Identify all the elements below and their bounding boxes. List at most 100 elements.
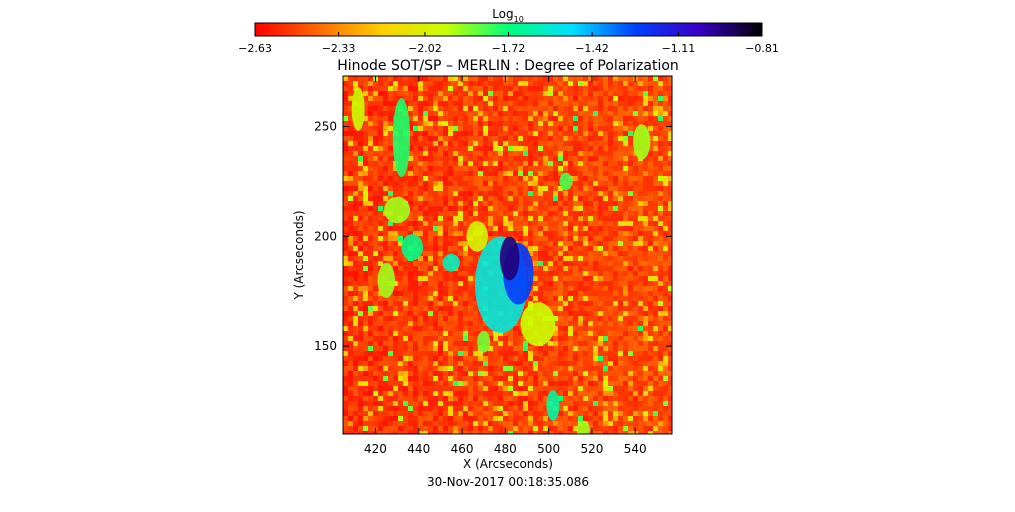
heatmap-cell xyxy=(628,376,633,381)
heatmap-cell xyxy=(663,391,668,396)
heatmap-cell xyxy=(368,146,373,151)
heatmap-cell xyxy=(463,411,468,416)
heatmap-cell xyxy=(503,86,508,91)
heatmap-cell xyxy=(658,391,663,396)
heatmap-cell xyxy=(498,406,503,411)
heatmap-cell xyxy=(608,141,613,146)
heatmap-cell xyxy=(648,241,653,246)
heatmap-cell xyxy=(488,196,493,201)
heatmap-cell xyxy=(398,251,403,256)
heatmap-cell xyxy=(458,76,463,81)
heatmap-cell xyxy=(558,376,563,381)
heatmap-cell xyxy=(668,201,672,206)
heatmap-cell xyxy=(433,161,438,166)
heatmap-cell xyxy=(398,281,403,286)
heatmap-cell xyxy=(578,111,583,116)
heatmap-cell xyxy=(363,401,368,406)
heatmap-cell xyxy=(658,411,663,416)
heatmap-cell xyxy=(353,371,358,376)
heatmap-cell xyxy=(453,431,458,434)
heatmap-cell xyxy=(668,381,672,386)
heatmap-cell xyxy=(498,196,503,201)
heatmap-cell xyxy=(598,381,603,386)
heatmap-cell xyxy=(483,96,488,101)
heatmap-cell xyxy=(488,231,493,236)
heatmap-cell xyxy=(418,421,423,426)
heatmap-cell xyxy=(553,191,558,196)
heatmap-cell xyxy=(343,181,348,186)
heatmap-cell xyxy=(398,406,403,411)
heatmap-cell xyxy=(413,301,418,306)
heatmap-cell xyxy=(493,426,498,431)
heatmap-cell xyxy=(538,96,543,101)
heatmap-cell xyxy=(433,296,438,301)
heatmap-cell xyxy=(613,126,618,131)
heatmap-cell xyxy=(663,426,668,431)
heatmap-cell xyxy=(658,286,663,291)
heatmap-cell xyxy=(473,166,478,171)
heatmap-cell xyxy=(608,361,613,366)
heatmap-cell xyxy=(463,86,468,91)
heatmap-cell xyxy=(548,291,553,296)
heatmap-cell xyxy=(383,86,388,91)
heatmap-cell xyxy=(643,316,648,321)
heatmap-cell xyxy=(428,231,433,236)
heatmap-cell xyxy=(588,281,593,286)
heatmap-cell xyxy=(413,331,418,336)
heatmap-cell xyxy=(373,231,378,236)
heatmap-cell xyxy=(648,351,653,356)
heatmap-cell xyxy=(568,286,573,291)
heatmap-cell xyxy=(578,181,583,186)
heatmap-cell xyxy=(373,101,378,106)
heatmap-cell xyxy=(433,226,438,231)
heatmap-cell xyxy=(628,266,633,271)
heatmap-cell xyxy=(423,396,428,401)
heatmap-cell xyxy=(488,356,493,361)
heatmap-cell xyxy=(428,241,433,246)
heatmap-cell xyxy=(613,156,618,161)
heatmap-cell xyxy=(558,331,563,336)
heatmap-cell xyxy=(593,226,598,231)
heatmap-cell xyxy=(448,386,453,391)
heatmap-cell xyxy=(498,91,503,96)
heatmap-cell xyxy=(603,151,608,156)
heatmap-cell xyxy=(343,401,348,406)
heatmap-cell xyxy=(398,346,403,351)
heatmap-cell xyxy=(533,361,538,366)
heatmap-cell xyxy=(538,381,543,386)
heatmap-cell xyxy=(428,171,433,176)
heatmap-cell xyxy=(603,296,608,301)
heatmap-cell xyxy=(658,191,663,196)
heatmap-cell xyxy=(593,91,598,96)
heatmap-cell xyxy=(488,171,493,176)
heatmap-cell xyxy=(618,386,623,391)
heatmap-cell xyxy=(508,106,513,111)
heatmap-cell xyxy=(478,86,483,91)
heatmap-cell xyxy=(398,366,403,371)
heatmap-cell xyxy=(383,161,388,166)
heatmap-cell xyxy=(403,396,408,401)
heatmap-cell xyxy=(498,391,503,396)
heatmap-cell xyxy=(638,326,643,331)
heatmap-cell xyxy=(398,431,403,434)
heatmap-cell xyxy=(598,131,603,136)
heatmap-cell xyxy=(418,276,423,281)
heatmap-cell xyxy=(453,396,458,401)
heatmap-cell xyxy=(623,311,628,316)
heatmap-cell xyxy=(653,261,658,266)
heatmap-cell xyxy=(428,381,433,386)
heatmap-cell xyxy=(423,251,428,256)
heatmap-cell xyxy=(588,251,593,256)
heatmap-cell xyxy=(593,256,598,261)
heatmap-cell xyxy=(538,201,543,206)
heatmap-cell xyxy=(373,156,378,161)
heatmap-cell xyxy=(558,426,563,431)
heatmap-cell xyxy=(368,201,373,206)
heatmap-cell xyxy=(518,101,523,106)
heatmap-cell xyxy=(608,176,613,181)
heatmap-cell xyxy=(388,141,393,146)
heatmap-cell xyxy=(343,196,348,201)
heatmap-cell xyxy=(418,396,423,401)
heatmap-cell xyxy=(493,336,498,341)
heatmap-cell xyxy=(593,356,598,361)
